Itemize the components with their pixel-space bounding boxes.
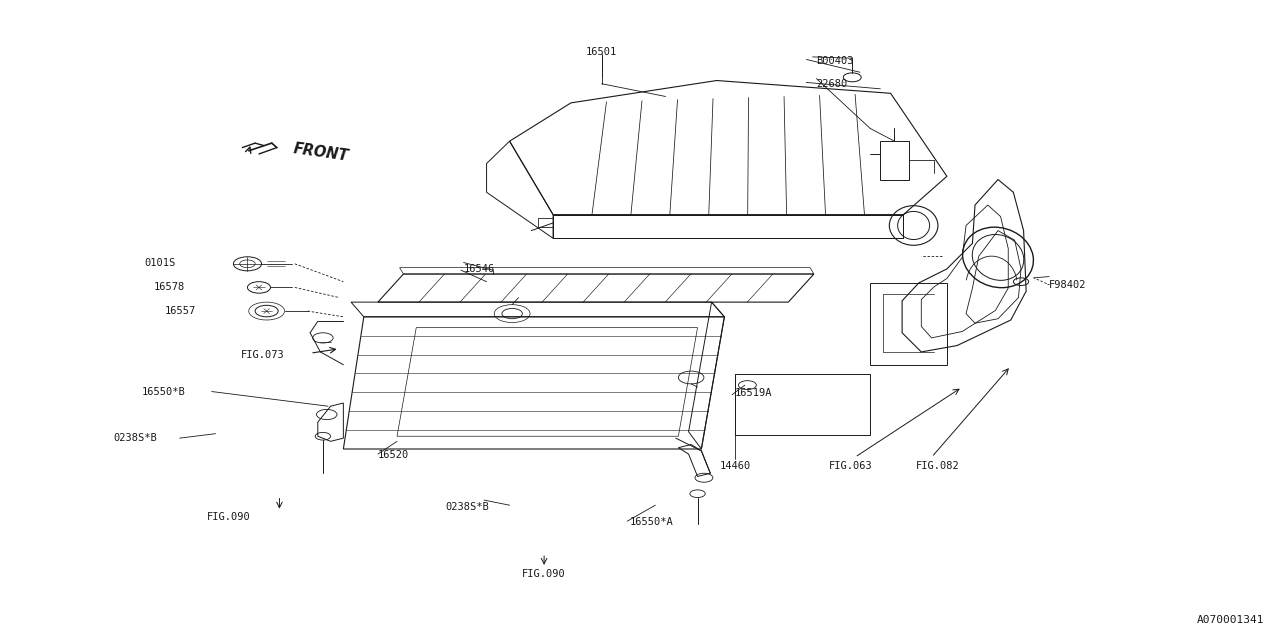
Text: FIG.090: FIG.090 — [206, 512, 250, 522]
Text: 16550*A: 16550*A — [630, 517, 673, 527]
Text: FIG.073: FIG.073 — [241, 350, 285, 360]
Text: 0101S: 0101S — [143, 257, 175, 268]
Text: FIG.082: FIG.082 — [916, 461, 960, 470]
Text: FRONT: FRONT — [292, 141, 349, 164]
Text: 16501: 16501 — [586, 47, 617, 57]
Text: 16550*B: 16550*B — [141, 387, 186, 397]
Text: 16578: 16578 — [154, 282, 186, 292]
Text: 16557: 16557 — [164, 306, 196, 316]
Text: B00403: B00403 — [817, 56, 854, 67]
Text: A070001341: A070001341 — [1197, 615, 1263, 625]
Text: FIG.090: FIG.090 — [522, 569, 566, 579]
Text: 16520: 16520 — [378, 451, 410, 460]
Text: 16519A: 16519A — [735, 388, 772, 399]
Text: 14460: 14460 — [719, 461, 750, 470]
Text: F98402: F98402 — [1050, 280, 1087, 290]
Text: 0238S*B: 0238S*B — [113, 433, 157, 443]
Text: 0238S*B: 0238S*B — [445, 502, 489, 512]
Text: FIG.063: FIG.063 — [829, 461, 873, 470]
Text: 22680: 22680 — [817, 79, 847, 89]
Text: 16546: 16546 — [463, 264, 495, 274]
